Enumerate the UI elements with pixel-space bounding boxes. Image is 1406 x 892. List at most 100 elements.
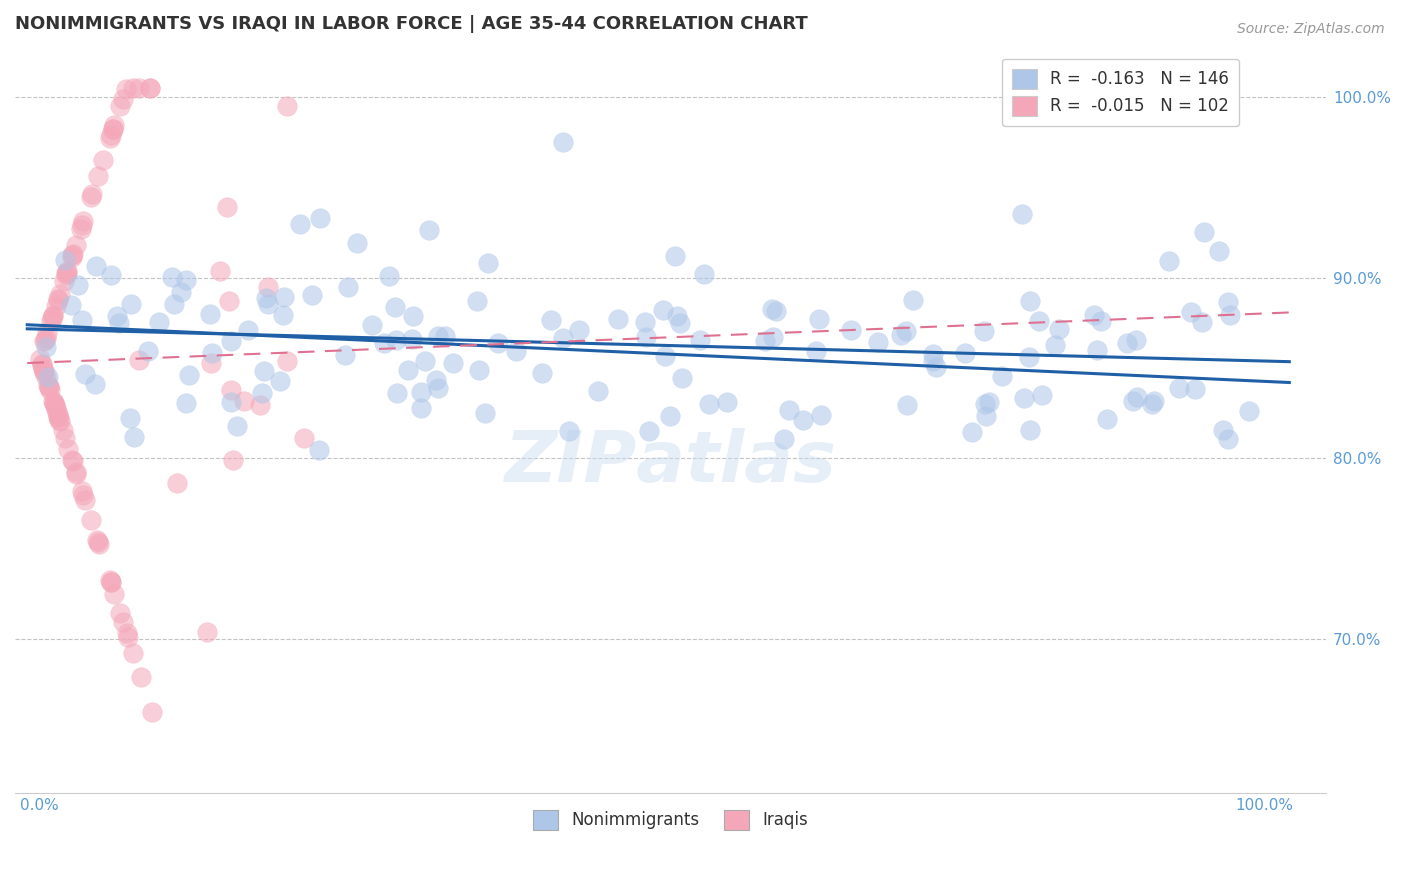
Point [273,290,295,304]
Point [34,365,56,379]
Point [1157,254,1180,268]
Point [120,411,142,425]
Point [217,200,239,214]
Point [80,513,103,527]
Point [100,575,122,590]
Point [373,335,395,350]
Point [60,452,83,467]
Point [30,351,52,366]
Point [308,442,330,457]
Point [301,288,323,302]
Point [973,396,995,410]
Point [308,211,330,225]
Point [426,329,449,343]
Point [60,248,83,262]
Point [128,353,150,368]
Point [1216,433,1239,447]
Point [384,300,406,314]
Point [115,626,138,640]
Point [665,309,688,323]
Point [112,615,135,629]
Point [65,465,87,479]
Point [232,394,254,409]
Point [73,367,96,381]
Point [238,323,260,337]
Point [44,396,66,410]
Point [69,222,91,236]
Point [252,386,274,401]
Point [1097,412,1119,426]
Point [70,313,93,327]
Point [973,324,995,338]
Point [1085,343,1108,357]
Point [716,395,738,409]
Point [105,309,128,323]
Point [894,324,917,338]
Point [1031,388,1053,402]
Text: NONIMMIGRANTS VS IRAQI IN LABOR FORCE | AGE 35-44 CORRELATION CHART: NONIMMIGRANTS VS IRAQI IN LABOR FORCE | … [15,15,808,33]
Point [117,630,139,644]
Point [387,385,409,400]
Point [129,670,152,684]
Point [409,384,432,399]
Point [37,370,59,384]
Point [1125,333,1147,347]
Point [101,122,124,136]
Point [55,267,77,281]
Point [413,354,436,368]
Point [588,384,610,398]
Point [120,296,142,310]
Point [32,361,55,376]
Point [427,381,450,395]
Point [45,403,67,417]
Point [1090,314,1112,328]
Point [87,537,110,551]
Point [80,190,103,204]
Point [754,334,776,348]
Point [551,331,574,345]
Point [34,331,56,345]
Point [46,292,69,306]
Point [222,452,245,467]
Point [148,315,170,329]
Point [42,393,65,408]
Point [55,268,77,283]
Point [866,335,889,350]
Point [35,340,58,354]
Point [46,407,69,421]
Point [34,333,56,347]
Point [433,328,456,343]
Point [86,533,108,547]
Point [505,343,527,358]
Point [1028,314,1050,328]
Point [59,298,82,312]
Point [1194,225,1216,239]
Point [361,318,384,332]
Point [128,81,150,95]
Point [1043,338,1066,352]
Point [98,131,121,145]
Point [38,380,60,394]
Point [669,316,692,330]
Point [138,81,160,95]
Point [55,266,77,280]
Point [1018,350,1040,364]
Point [70,218,93,232]
Point [208,264,231,278]
Point [31,357,53,371]
Point [890,327,912,342]
Point [1049,322,1071,336]
Point [385,333,408,347]
Point [425,373,447,387]
Point [418,223,440,237]
Point [122,430,145,444]
Point [1216,295,1239,310]
Point [903,293,925,308]
Point [689,333,711,347]
Point [49,286,72,301]
Point [253,364,276,378]
Point [103,587,125,601]
Point [396,363,419,377]
Point [292,431,315,445]
Point [73,493,96,508]
